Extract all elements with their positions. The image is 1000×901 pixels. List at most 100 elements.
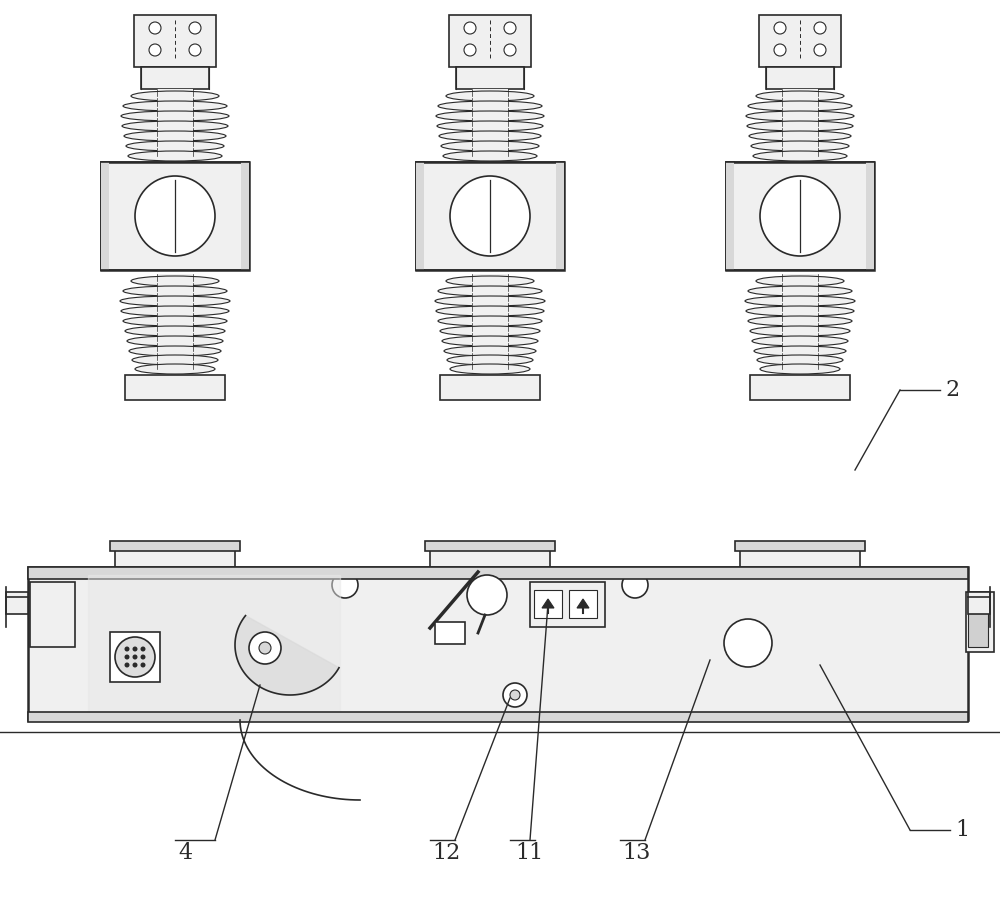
Circle shape bbox=[140, 662, 146, 668]
Ellipse shape bbox=[441, 141, 539, 151]
Ellipse shape bbox=[131, 91, 219, 101]
Circle shape bbox=[504, 22, 516, 34]
Ellipse shape bbox=[439, 131, 541, 141]
Circle shape bbox=[140, 654, 146, 660]
Circle shape bbox=[503, 683, 527, 707]
Ellipse shape bbox=[123, 316, 227, 326]
Ellipse shape bbox=[443, 151, 537, 161]
Bar bbox=[472, 303, 508, 311]
Ellipse shape bbox=[124, 131, 226, 141]
Bar bbox=[435, 622, 465, 644]
Bar bbox=[782, 283, 818, 291]
Bar bbox=[141, 67, 209, 89]
Circle shape bbox=[774, 22, 786, 34]
Ellipse shape bbox=[129, 346, 221, 356]
Bar bbox=[157, 108, 193, 116]
Circle shape bbox=[135, 176, 215, 256]
Bar bbox=[472, 274, 508, 281]
Bar bbox=[534, 590, 562, 618]
Bar bbox=[472, 118, 508, 126]
Bar bbox=[157, 362, 193, 369]
Bar bbox=[782, 274, 818, 281]
Bar bbox=[782, 138, 818, 146]
Ellipse shape bbox=[749, 131, 851, 141]
Ellipse shape bbox=[121, 111, 229, 121]
Circle shape bbox=[760, 176, 840, 256]
Circle shape bbox=[724, 619, 772, 667]
Bar bbox=[735, 541, 865, 551]
Ellipse shape bbox=[748, 316, 852, 326]
Bar bbox=[430, 549, 550, 567]
Bar bbox=[782, 108, 818, 116]
Bar bbox=[472, 293, 508, 301]
Bar bbox=[28, 712, 968, 722]
Polygon shape bbox=[88, 575, 340, 715]
Ellipse shape bbox=[747, 121, 853, 131]
Polygon shape bbox=[577, 599, 589, 608]
Ellipse shape bbox=[750, 326, 850, 336]
Bar bbox=[472, 333, 508, 341]
Bar bbox=[28, 567, 968, 720]
Ellipse shape bbox=[756, 276, 844, 286]
Bar bbox=[28, 567, 968, 579]
Bar bbox=[968, 592, 990, 614]
Bar bbox=[115, 549, 235, 567]
Bar bbox=[782, 333, 818, 341]
Circle shape bbox=[124, 647, 130, 651]
Bar bbox=[101, 162, 249, 270]
Bar bbox=[740, 549, 860, 567]
Bar bbox=[157, 148, 193, 156]
Bar bbox=[726, 162, 874, 270]
Bar bbox=[101, 162, 249, 270]
Bar bbox=[759, 15, 841, 67]
Bar bbox=[472, 362, 508, 369]
Bar bbox=[110, 541, 240, 551]
Bar bbox=[157, 128, 193, 136]
Bar bbox=[157, 353, 193, 360]
Ellipse shape bbox=[123, 101, 227, 111]
Text: 4: 4 bbox=[178, 842, 192, 864]
Bar bbox=[157, 313, 193, 321]
Bar bbox=[866, 162, 874, 270]
Ellipse shape bbox=[752, 336, 848, 346]
Circle shape bbox=[332, 572, 358, 598]
Polygon shape bbox=[542, 599, 554, 608]
Circle shape bbox=[774, 44, 786, 56]
Bar bbox=[966, 592, 994, 652]
Text: 11: 11 bbox=[515, 842, 543, 864]
Bar bbox=[472, 343, 508, 351]
Bar bbox=[472, 89, 508, 96]
Ellipse shape bbox=[436, 111, 544, 121]
Bar bbox=[782, 362, 818, 369]
Ellipse shape bbox=[438, 286, 542, 296]
Bar bbox=[157, 98, 193, 106]
Bar bbox=[782, 89, 818, 96]
Bar bbox=[157, 303, 193, 311]
Circle shape bbox=[132, 662, 138, 668]
Bar bbox=[782, 323, 818, 331]
Ellipse shape bbox=[121, 306, 229, 316]
Bar bbox=[569, 590, 597, 618]
Ellipse shape bbox=[131, 276, 219, 286]
Bar bbox=[449, 15, 531, 67]
Circle shape bbox=[814, 44, 826, 56]
Circle shape bbox=[124, 662, 130, 668]
Ellipse shape bbox=[435, 296, 545, 306]
Bar bbox=[30, 582, 75, 647]
Circle shape bbox=[464, 44, 476, 56]
Circle shape bbox=[259, 642, 271, 654]
Ellipse shape bbox=[446, 276, 534, 286]
Bar bbox=[416, 162, 564, 270]
Ellipse shape bbox=[132, 355, 218, 365]
Bar bbox=[425, 541, 555, 551]
Bar bbox=[157, 274, 193, 281]
Bar bbox=[472, 108, 508, 116]
Ellipse shape bbox=[436, 306, 544, 316]
Bar bbox=[472, 148, 508, 156]
Ellipse shape bbox=[748, 101, 852, 111]
Circle shape bbox=[189, 44, 201, 56]
Bar bbox=[157, 293, 193, 301]
Ellipse shape bbox=[126, 141, 224, 151]
Bar bbox=[440, 375, 540, 400]
Bar bbox=[416, 162, 424, 270]
